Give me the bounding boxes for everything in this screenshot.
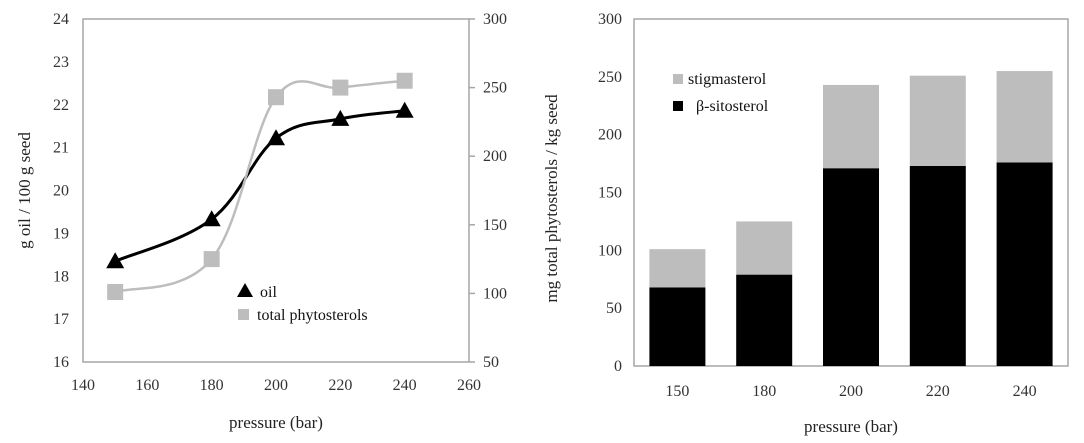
square-marker bbox=[203, 251, 220, 268]
bar-segment-sitosterol bbox=[909, 165, 966, 366]
y-tick-label: 250 bbox=[598, 69, 622, 86]
bar-segment-sitosterol bbox=[736, 274, 793, 366]
x-tick-label: 160 bbox=[135, 377, 159, 394]
legend: oil total phytosterols bbox=[237, 283, 368, 324]
bar-segment-sitosterol bbox=[996, 162, 1053, 366]
y2-tick-label: 250 bbox=[483, 80, 507, 97]
y-tick-label: 16 bbox=[53, 354, 69, 371]
y2-tick-label: 150 bbox=[483, 217, 507, 234]
square-marker bbox=[268, 89, 284, 106]
x-tick-label: 200 bbox=[839, 383, 863, 400]
legend-label-oil: oil bbox=[260, 284, 277, 301]
plot-area-frame bbox=[82, 18, 470, 363]
y-tick-label: 17 bbox=[53, 311, 69, 328]
stacked-bar-chart-phytosterols: 0 50 100 150 200 250 300 150 180 200 220 240 pressur… bbox=[542, 11, 1069, 436]
bar-segment-stigmasterol bbox=[736, 221, 793, 275]
y-axis-label: g oil / 100 g seed bbox=[15, 132, 34, 249]
x-tick-label: 240 bbox=[1013, 383, 1037, 400]
y-tick-label: 24 bbox=[53, 11, 69, 28]
x-axis-label: pressure (bar) bbox=[229, 413, 323, 432]
bar-segment-stigmasterol bbox=[823, 84, 879, 169]
y2-tick-label: 200 bbox=[483, 148, 507, 165]
y2-tick-label: 100 bbox=[483, 285, 507, 302]
square-marker bbox=[332, 79, 349, 96]
y-tick-label: 300 bbox=[598, 11, 622, 28]
y-tick-label: 22 bbox=[53, 97, 69, 114]
y-tick-label: 19 bbox=[53, 225, 69, 242]
legend: stigmasterol β-sitosterol bbox=[673, 71, 769, 115]
y-axis-label: mg total phytosterols / kg seed bbox=[542, 94, 561, 303]
bar-segment-stigmasterol bbox=[649, 249, 706, 288]
line-chart-oil-phytosterols: 16 17 18 19 20 21 22 23 24 50 100 150 200 250 300 140 16… bbox=[15, 11, 507, 432]
bar-segment-sitosterol bbox=[649, 287, 706, 366]
y-tick-label: 23 bbox=[53, 54, 69, 71]
triangle-marker bbox=[331, 109, 350, 126]
legend-label: stigmasterol bbox=[688, 71, 767, 88]
x-tick-label: 260 bbox=[457, 377, 481, 394]
square-marker bbox=[107, 284, 124, 301]
bar-segment-stigmasterol bbox=[909, 75, 966, 166]
legend-label: β-sitosterol bbox=[696, 98, 769, 115]
y-tick-label: 100 bbox=[598, 242, 622, 259]
y-tick-label: 200 bbox=[598, 127, 622, 144]
bar-segment-stigmasterol bbox=[996, 71, 1053, 163]
legend-label-total-phytosterols: total phytosterols bbox=[257, 307, 368, 324]
x-tick-label: 240 bbox=[393, 377, 417, 394]
legend-swatch-icon bbox=[673, 74, 683, 84]
y2-tick-label: 300 bbox=[483, 11, 507, 28]
legend-triangle-icon bbox=[237, 283, 253, 297]
y-tick-label: 18 bbox=[53, 268, 69, 285]
x-tick-label: 180 bbox=[752, 383, 776, 400]
triangle-marker bbox=[267, 129, 285, 146]
x-tick-label: 200 bbox=[264, 377, 288, 394]
square-marker bbox=[396, 72, 413, 89]
triangle-marker bbox=[106, 252, 125, 269]
legend-swatch-icon bbox=[673, 101, 683, 111]
y-tick-label: 50 bbox=[606, 300, 622, 317]
y-tick-label: 21 bbox=[53, 140, 69, 157]
y2-tick-label: 50 bbox=[483, 354, 499, 371]
triangle-marker bbox=[202, 210, 221, 227]
series-line-total-phytosterols bbox=[114, 79, 405, 294]
legend-square-icon bbox=[238, 309, 249, 320]
y-tick-label: 150 bbox=[598, 185, 622, 202]
bar-segment-sitosterol bbox=[823, 168, 879, 366]
triangle-marker bbox=[395, 101, 414, 118]
y-tick-label: 0 bbox=[614, 358, 622, 375]
y-tick-label: 20 bbox=[53, 183, 69, 200]
x-tick-label: 220 bbox=[328, 377, 352, 394]
x-tick-label: 220 bbox=[926, 383, 950, 400]
x-axis-label: pressure (bar) bbox=[804, 417, 898, 436]
x-tick-label: 150 bbox=[665, 383, 689, 400]
x-tick-label: 180 bbox=[200, 377, 224, 394]
x-tick-label: 140 bbox=[71, 377, 95, 394]
